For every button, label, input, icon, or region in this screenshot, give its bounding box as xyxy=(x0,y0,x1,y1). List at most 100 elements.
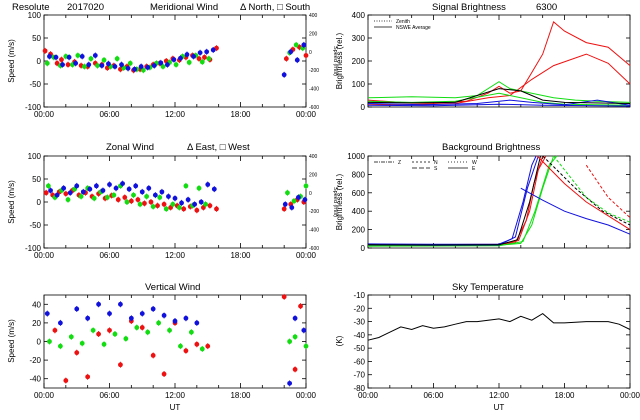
meridional-y2tick-label: 400 xyxy=(309,13,318,19)
signal-ytick-label: 100 xyxy=(352,80,366,89)
vertical-point xyxy=(167,327,172,333)
meridional-point xyxy=(125,65,131,71)
sky-ylabel: (K) xyxy=(335,335,344,346)
zonal-point xyxy=(94,183,99,189)
meridional-point xyxy=(160,64,166,69)
vertical-point xyxy=(74,306,80,312)
meridional-point xyxy=(101,57,107,63)
sky-ytick-label: -10 xyxy=(353,291,365,300)
vertical-xtick-label: 00:00 xyxy=(296,391,317,400)
vertical-point xyxy=(156,320,162,326)
bg-legend-w: W xyxy=(472,160,477,166)
meridional-point xyxy=(158,60,164,66)
meridional-point xyxy=(283,56,289,62)
zonal-y2tick-label: 0 xyxy=(309,191,312,197)
meridional-point xyxy=(73,60,79,66)
vertical-ytick-label: 20 xyxy=(32,319,41,328)
vertical-point xyxy=(134,325,140,330)
meridional-point xyxy=(151,63,157,68)
background-frame xyxy=(367,155,631,249)
zonal-point xyxy=(137,201,143,207)
meridional-point xyxy=(199,59,205,65)
zonal-point xyxy=(302,197,308,203)
meridional-ytick-label: 0 xyxy=(37,57,42,66)
zonal-point xyxy=(107,182,112,187)
zonal-point xyxy=(80,189,86,195)
vertical-point xyxy=(79,340,85,346)
meridional-xtick-label: 06:00 xyxy=(99,110,120,119)
zonal-point xyxy=(203,201,208,207)
meridional-y2tick-label: 200 xyxy=(309,31,318,37)
meridional-title: Meridional Wind xyxy=(150,2,218,13)
background-series-line xyxy=(367,155,537,245)
zonal-point xyxy=(48,188,53,193)
signal-series-line xyxy=(367,88,631,104)
sky-series-line xyxy=(367,312,631,341)
vertical-point xyxy=(301,327,307,333)
zonal-point xyxy=(63,191,69,197)
sky-title: Sky Temperature xyxy=(452,282,524,293)
bg-legend-z: Z xyxy=(398,160,401,166)
sky-ytick-label: -60 xyxy=(353,357,365,366)
zonal-ytick-label: 100 xyxy=(28,152,42,161)
vertical-point xyxy=(139,325,145,330)
signal-series-line xyxy=(367,21,631,104)
meridional-point xyxy=(178,55,183,61)
zonal-point xyxy=(87,186,93,192)
zonal-point xyxy=(183,183,189,189)
vertical-ylabel: Speed (m/s) xyxy=(7,319,16,363)
meridional-point xyxy=(112,64,118,69)
meridional-point xyxy=(60,62,65,68)
meridional-point xyxy=(281,72,287,78)
zonal-ytick-label: -100 xyxy=(25,244,42,253)
vertical-point xyxy=(47,339,52,344)
bg-legend-n: N xyxy=(434,160,438,166)
zonal-y2label: Speed (m/s) xyxy=(332,187,338,217)
vertical-point xyxy=(63,378,69,383)
meridional-point xyxy=(145,65,151,70)
zonal-xtick-label: 18:00 xyxy=(230,251,251,260)
vertical-point xyxy=(74,350,80,356)
meridional-point xyxy=(95,63,100,68)
meridional-point xyxy=(114,56,120,62)
meridional-y2label: Speed (m/s) xyxy=(332,46,338,76)
meridional-xtick-label: 00:00 xyxy=(296,110,317,119)
sky-xlabel: UT xyxy=(494,403,505,412)
vertical-point xyxy=(194,341,200,347)
vertical-point xyxy=(101,341,107,347)
meridional-point xyxy=(210,47,216,53)
meridional-point xyxy=(197,50,203,56)
vertical-point xyxy=(128,315,134,321)
vertical-point xyxy=(161,313,167,318)
zonal-point xyxy=(181,206,187,212)
vertical-point xyxy=(194,320,200,326)
zonal-point xyxy=(179,200,184,206)
signal-series-line xyxy=(367,53,631,106)
meridional-ytick-label: 50 xyxy=(32,34,41,43)
vertical-xtick-label: 06:00 xyxy=(99,391,120,400)
zonal-point xyxy=(120,181,125,187)
vertical-point xyxy=(145,329,151,335)
zonal-title: Zonal Wind xyxy=(106,142,154,153)
vertical-point xyxy=(150,306,156,312)
meridional-point xyxy=(44,60,50,66)
background-ytick-label: 200 xyxy=(352,226,366,235)
signal-series-line xyxy=(367,103,631,107)
meridional-point xyxy=(59,57,64,63)
vertical-point xyxy=(57,343,63,349)
zonal-point xyxy=(172,195,178,201)
zonal-frame xyxy=(43,155,307,249)
vertical-point xyxy=(161,371,167,377)
vertical-point xyxy=(118,301,123,307)
vertical-point xyxy=(139,311,145,316)
signal-series-line xyxy=(367,99,631,106)
sky-xtick-label: 18:00 xyxy=(554,391,575,400)
zonal-point xyxy=(214,206,219,212)
vertical-point xyxy=(172,318,178,324)
zonal-point xyxy=(281,206,287,212)
vertical-point xyxy=(96,301,101,307)
zonal-point xyxy=(67,190,73,196)
zonal-xtick-label: 00:00 xyxy=(296,251,317,260)
meridional-point xyxy=(88,56,94,62)
sky-xtick-label: 12:00 xyxy=(489,391,510,400)
